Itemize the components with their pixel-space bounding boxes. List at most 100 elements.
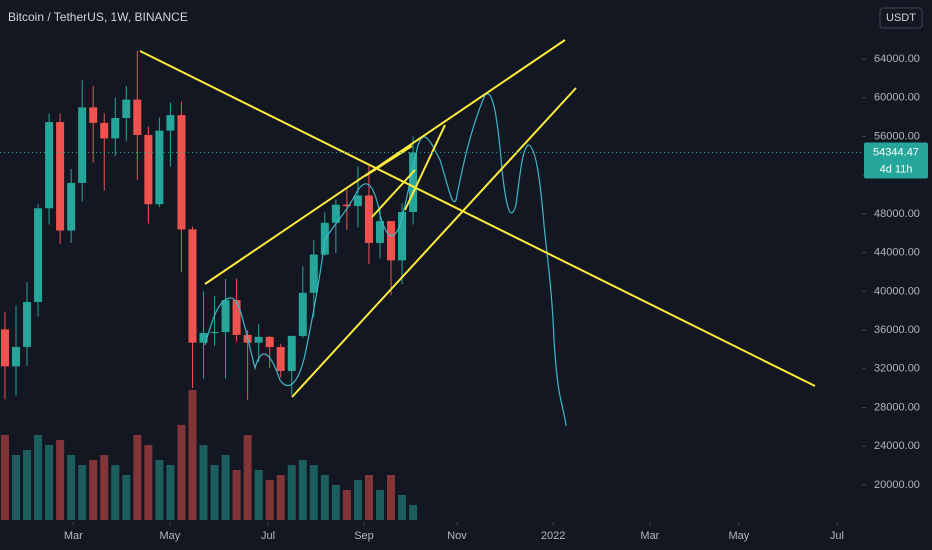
x-tick-label: Mar [64,530,83,542]
candle-body [188,229,197,343]
volume-bar [89,460,98,520]
last-price-label: 54344.47 [873,146,919,158]
volume-bar [398,495,407,520]
candle-body [309,254,318,293]
candle-body [331,204,340,223]
volume-bar [320,475,329,520]
volume-bar [221,455,230,520]
candle-layer [0,50,418,400]
candle-body [166,115,175,131]
volume-bar [100,455,109,520]
countdown: 4d 11h [880,163,913,175]
candle-body [254,336,263,343]
volume-bar [23,450,32,520]
y-tick-label: 32000.00 [874,363,920,375]
candle-body [353,195,362,207]
candle-body [56,122,65,231]
volume-bar [375,490,384,520]
volume-bar [232,470,241,520]
volume-bar [265,480,274,520]
volume-bar [210,465,219,520]
candle-body [0,329,9,367]
candle-body [409,152,418,212]
volume-bar [34,435,43,520]
candle-body [287,335,296,371]
volume-bar [133,435,142,520]
trend-line [291,87,577,398]
x-tick-label: Nov [447,530,467,542]
volume-bar [11,455,20,520]
x-tick-label: Sep [354,530,374,542]
candle-body [398,211,407,261]
volume-bar [243,435,252,520]
trend-line [364,145,413,177]
volume-bar [67,455,76,520]
y-tick-label: 56000.00 [874,130,920,142]
candle-body [342,204,351,207]
candle-body [111,118,120,139]
volume-bar [78,465,87,520]
volume-bar [331,485,340,520]
candle-body [78,107,87,183]
trend-line [204,39,566,285]
candle-body [23,302,32,347]
y-tick-label: 44000.00 [874,247,920,259]
y-tick-label: 24000.00 [874,440,920,452]
x-tick-label: Jul [830,530,844,542]
x-tick-label: May [729,530,750,542]
volume-bar [45,445,54,520]
candle-body [265,336,274,348]
x-tick-label: Jul [261,530,275,542]
volume-bar [409,505,418,520]
volume-bar [111,465,120,520]
candle-body [199,332,208,343]
candle-body [387,221,396,261]
candle-body [177,115,186,230]
currency: USDT [886,12,916,24]
candle-body [100,122,109,139]
trend-line [404,124,446,211]
volume-bar [199,445,208,520]
trend-line [139,50,816,387]
volume-bar [188,390,197,520]
candle-body [155,130,164,205]
y-tick-label: 48000.00 [874,208,920,220]
y-tick-label: 64000.00 [874,53,920,65]
volume-bar [56,440,65,520]
volume-layer [0,390,418,520]
projection-curve [204,93,567,427]
candle-body [320,222,329,255]
candle-body [276,347,285,371]
x-tick-label: May [159,530,180,542]
candle-body [298,292,307,336]
volume-bar [144,445,153,520]
y-tick-label: 20000.00 [874,479,920,491]
volume-bar [342,490,351,520]
x-tick-label: 2022 [541,530,565,542]
drawings [139,39,816,427]
trend-line [371,169,416,218]
candle-body [375,221,384,243]
candle-body [221,300,230,333]
chart-title: Bitcoin / TetherUS, 1W, BINANCE [8,10,188,24]
volume-bar [166,465,175,520]
volume-bar [122,475,131,520]
volume-bar [364,475,373,520]
currency-box [879,7,923,29]
candle-body [210,332,219,334]
volume-bar [287,465,296,520]
volume-bar [298,460,307,520]
y-tick-label: 28000.00 [874,401,920,413]
y-tick-label: 36000.00 [874,324,920,336]
candle-body [144,134,153,205]
volume-bar [177,425,186,520]
candle-body [122,99,131,119]
candle-body [133,99,142,135]
candle-body [67,182,76,231]
volume-bar [276,475,285,520]
candle-body [232,300,241,335]
candle-body [45,122,54,209]
candle-body [364,195,373,243]
y-tick-label: 60000.00 [874,92,920,104]
